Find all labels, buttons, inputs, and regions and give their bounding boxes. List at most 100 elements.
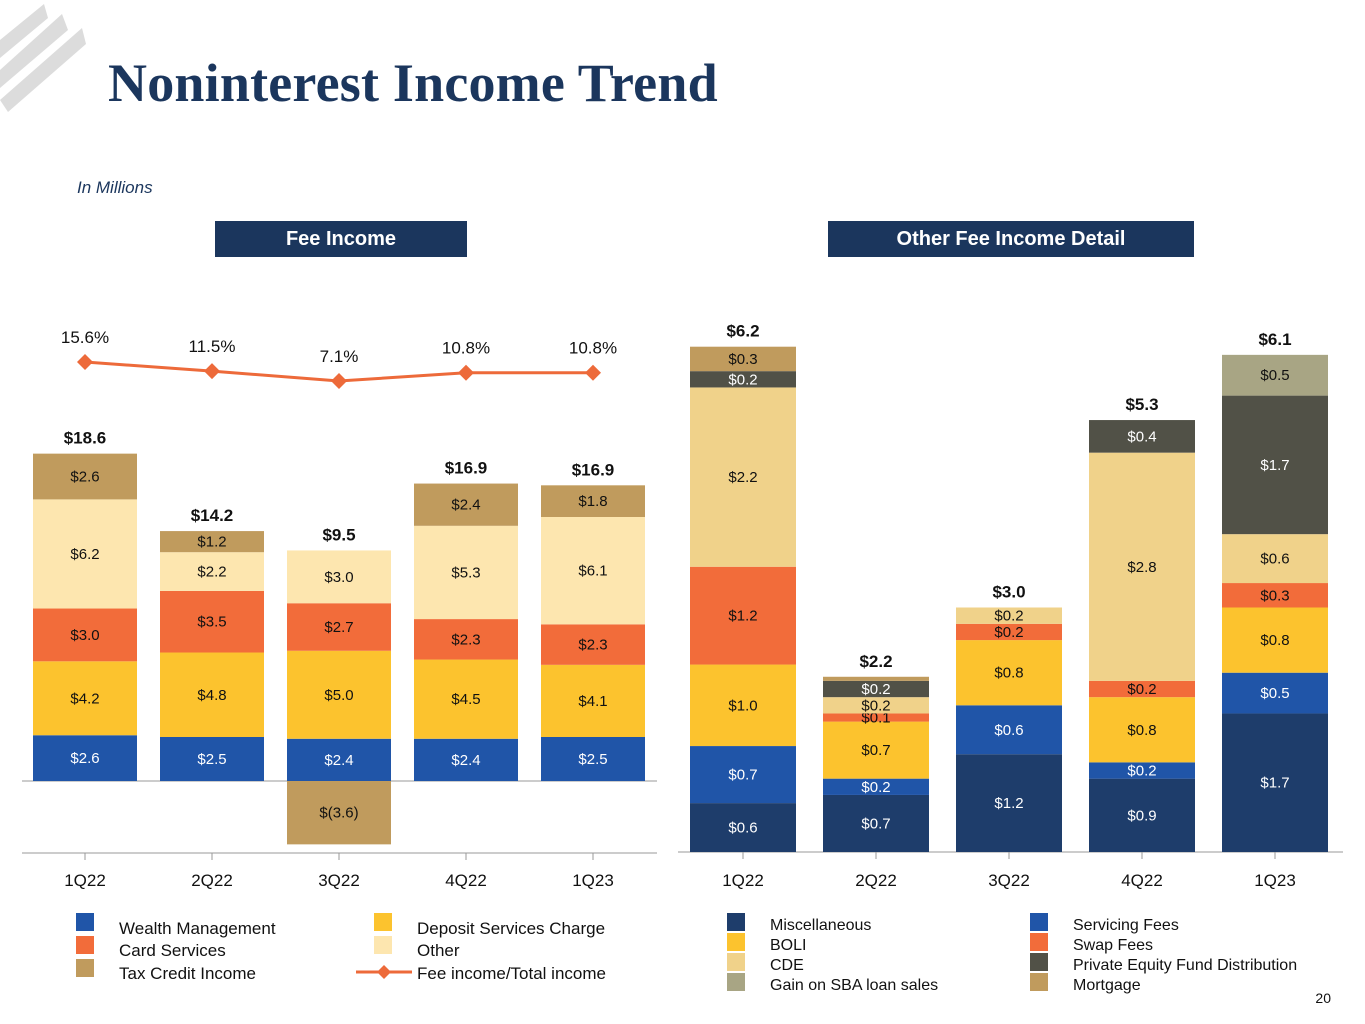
ratio-label-1q23: 10.8% bbox=[569, 339, 617, 358]
legend-label-boli: BOLI bbox=[770, 937, 807, 954]
label-wealth-management-1q22: $2.6 bbox=[70, 750, 99, 767]
legend-label-card: Card Services bbox=[119, 941, 226, 960]
legend-label-ratio: Fee income/Total income bbox=[417, 964, 606, 983]
bar-other-2q22 bbox=[160, 552, 264, 591]
total-label-3q22: $9.5 bbox=[322, 525, 355, 544]
x-tick-label-2q22: 2Q22 bbox=[191, 871, 233, 890]
ratio-label-1q22: 15.6% bbox=[61, 328, 109, 347]
label-cde-1q23: $0.6 bbox=[1260, 551, 1289, 568]
label-cde-3q22: $0.2 bbox=[994, 608, 1023, 625]
label-boli-1q22: $1.0 bbox=[728, 697, 757, 714]
legend-label-deposit: Deposit Services Charge bbox=[417, 919, 606, 938]
bar-cde-1q22 bbox=[690, 387, 796, 567]
label-boli-4q22: $0.8 bbox=[1127, 722, 1156, 739]
legend-label-cde: CDE bbox=[770, 957, 804, 974]
bar-miscellaneous-2q22 bbox=[823, 794, 929, 852]
label-servicing-fees-4q22: $0.2 bbox=[1127, 763, 1156, 780]
legend-swatch-tax bbox=[76, 959, 94, 977]
bar-card-services-2q22 bbox=[160, 590, 264, 653]
bar-miscellaneous-1q23 bbox=[1222, 713, 1328, 852]
bar-boli-3q22 bbox=[956, 640, 1062, 706]
bar-servicing-fees-4q22 bbox=[1089, 762, 1195, 779]
bar-miscellaneous-1q22 bbox=[690, 803, 796, 852]
bar-deposit-services-charge-4q22 bbox=[414, 659, 518, 739]
x-tick-label-1q22: 1Q22 bbox=[64, 871, 106, 890]
bar-mortgage-1q22 bbox=[690, 346, 796, 372]
label-swap-fees-4q22: $0.2 bbox=[1127, 681, 1156, 698]
label-private-equity-fund-distribution-1q22: $0.2 bbox=[728, 371, 757, 388]
bar-deposit-services-charge-3q22 bbox=[287, 650, 391, 739]
bar-card-services-4q22 bbox=[414, 619, 518, 660]
label-miscellaneous-2q22: $0.7 bbox=[861, 815, 890, 832]
bar-cde-3q22 bbox=[956, 607, 1062, 624]
bar-gain-on-sba-loan-sales-1q23 bbox=[1222, 354, 1328, 396]
bar-swap-fees-1q23 bbox=[1222, 583, 1328, 608]
label-boli-1q23: $0.8 bbox=[1260, 632, 1289, 649]
legend-label-pe: Private Equity Fund Distribution bbox=[1073, 957, 1298, 974]
label-card-services-2q22: $3.5 bbox=[197, 614, 226, 631]
label-deposit-services-charge-4q22: $4.5 bbox=[451, 691, 480, 708]
bar-card-services-1q23 bbox=[541, 624, 645, 665]
legend-label-sba: Gain on SBA loan sales bbox=[770, 977, 939, 994]
legend-swatch-swap bbox=[1030, 933, 1048, 951]
label-boli-2q22: $0.7 bbox=[861, 742, 890, 759]
label-deposit-services-charge-1q23: $4.1 bbox=[578, 693, 607, 710]
legend-swatch-cde bbox=[727, 953, 745, 971]
label-deposit-services-charge-2q22: $4.8 bbox=[197, 687, 226, 704]
bar-tax-credit-income-4q22 bbox=[414, 483, 518, 526]
bar-card-services-1q22 bbox=[33, 608, 137, 662]
bar-tax-credit-income-3q22 bbox=[287, 781, 391, 845]
total-label-2q22: $14.2 bbox=[191, 506, 234, 525]
bar-wealth-management-4q22 bbox=[414, 738, 518, 781]
bar-private-equity-fund-distribution-1q22 bbox=[690, 371, 796, 388]
x-tick-label-detail-3q22: 3Q22 bbox=[988, 871, 1030, 890]
legend-label-wealth: Wealth Management bbox=[119, 919, 276, 938]
label-tax-credit-income-2q22: $1.2 bbox=[197, 534, 226, 551]
ratio-marker-4q22 bbox=[458, 364, 474, 381]
label-tax-credit-income-3q22: $(3.6) bbox=[319, 805, 358, 822]
label-private-equity-fund-distribution-4q22: $0.4 bbox=[1127, 428, 1156, 445]
label-other-4q22: $5.3 bbox=[451, 564, 480, 581]
total-label-1q23: $16.9 bbox=[572, 460, 615, 479]
bar-boli-2q22 bbox=[823, 721, 929, 779]
logo-stripes-icon bbox=[0, 4, 86, 112]
legend-swatch-servicing bbox=[1030, 913, 1048, 931]
bar-other-1q22 bbox=[33, 499, 137, 609]
bar-deposit-services-charge-1q22 bbox=[33, 661, 137, 736]
bar-boli-1q22 bbox=[690, 664, 796, 747]
fee-income-header: Fee Income bbox=[215, 221, 467, 257]
label-servicing-fees-1q23: $0.5 bbox=[1260, 685, 1289, 702]
label-other-2q22: $2.2 bbox=[197, 564, 226, 581]
label-card-services-3q22: $2.7 bbox=[324, 619, 353, 636]
legend-swatch-other bbox=[374, 936, 392, 954]
total-label-detail-2q22: $2.2 bbox=[859, 652, 892, 671]
bar-boli-4q22 bbox=[1089, 697, 1195, 763]
legend-label-misc: Miscellaneous bbox=[770, 917, 872, 934]
x-tick-label-detail-4q22: 4Q22 bbox=[1121, 871, 1163, 890]
bar-servicing-fees-3q22 bbox=[956, 705, 1062, 755]
label-card-services-4q22: $2.3 bbox=[451, 631, 480, 648]
ratio-marker-2q22 bbox=[204, 363, 220, 380]
label-other-3q22: $3.0 bbox=[324, 569, 353, 586]
x-tick-label-detail-1q23: 1Q23 bbox=[1254, 871, 1296, 890]
label-swap-fees-3q22: $0.2 bbox=[994, 624, 1023, 641]
bar-mortgage-2q22 bbox=[823, 676, 929, 681]
label-deposit-services-charge-3q22: $5.0 bbox=[324, 687, 353, 704]
legend-line-ratio bbox=[356, 965, 412, 979]
label-mortgage-1q22: $0.3 bbox=[728, 351, 757, 368]
units-note: In Millions bbox=[77, 178, 153, 197]
label-tax-credit-income-4q22: $2.4 bbox=[451, 497, 480, 514]
bar-servicing-fees-2q22 bbox=[823, 778, 929, 795]
ratio-label-3q22: 7.1% bbox=[320, 347, 359, 366]
label-tax-credit-income-1q23: $1.8 bbox=[578, 493, 607, 510]
bar-miscellaneous-3q22 bbox=[956, 754, 1062, 852]
label-servicing-fees-3q22: $0.6 bbox=[994, 722, 1023, 739]
label-card-services-1q22: $3.0 bbox=[70, 627, 99, 644]
label-miscellaneous-1q23: $1.7 bbox=[1260, 775, 1289, 792]
label-servicing-fees-2q22: $0.2 bbox=[861, 779, 890, 796]
legend-label-tax: Tax Credit Income bbox=[119, 964, 256, 983]
legend-swatch-deposit bbox=[374, 913, 392, 931]
bar-deposit-services-charge-1q23 bbox=[541, 664, 645, 737]
bar-other-3q22 bbox=[287, 550, 391, 604]
legend-swatch-wealth bbox=[76, 913, 94, 931]
